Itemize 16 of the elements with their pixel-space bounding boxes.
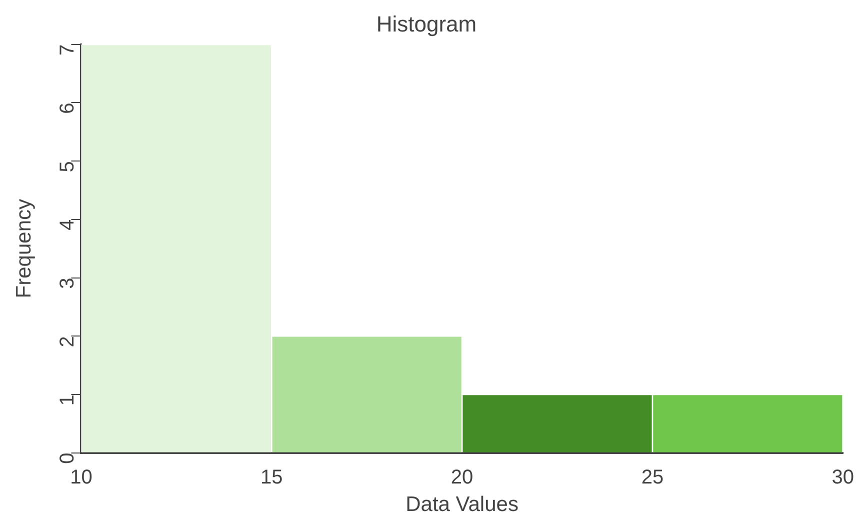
y-tick-label: 0 bbox=[56, 452, 79, 464]
x-tick-label: 15 bbox=[260, 466, 283, 488]
y-tick-label: 7 bbox=[56, 44, 79, 56]
x-tick-label: 30 bbox=[832, 466, 854, 488]
x-axis-title: Data Values bbox=[406, 493, 518, 516]
y-tick-label: 1 bbox=[56, 394, 79, 406]
y-tick-label: 4 bbox=[56, 219, 79, 231]
y-axis-title: Frequency bbox=[12, 198, 36, 298]
y-tick-label: 6 bbox=[56, 102, 79, 114]
y-tick-label: 5 bbox=[56, 161, 79, 172]
y-tick-label: 3 bbox=[56, 278, 79, 289]
chart-title: Histogram bbox=[376, 11, 477, 36]
x-tick-label: 10 bbox=[70, 466, 92, 488]
x-tick-label: 20 bbox=[450, 466, 474, 488]
y-tick-label: 2 bbox=[56, 336, 79, 348]
x-tick-label: 25 bbox=[641, 466, 664, 488]
